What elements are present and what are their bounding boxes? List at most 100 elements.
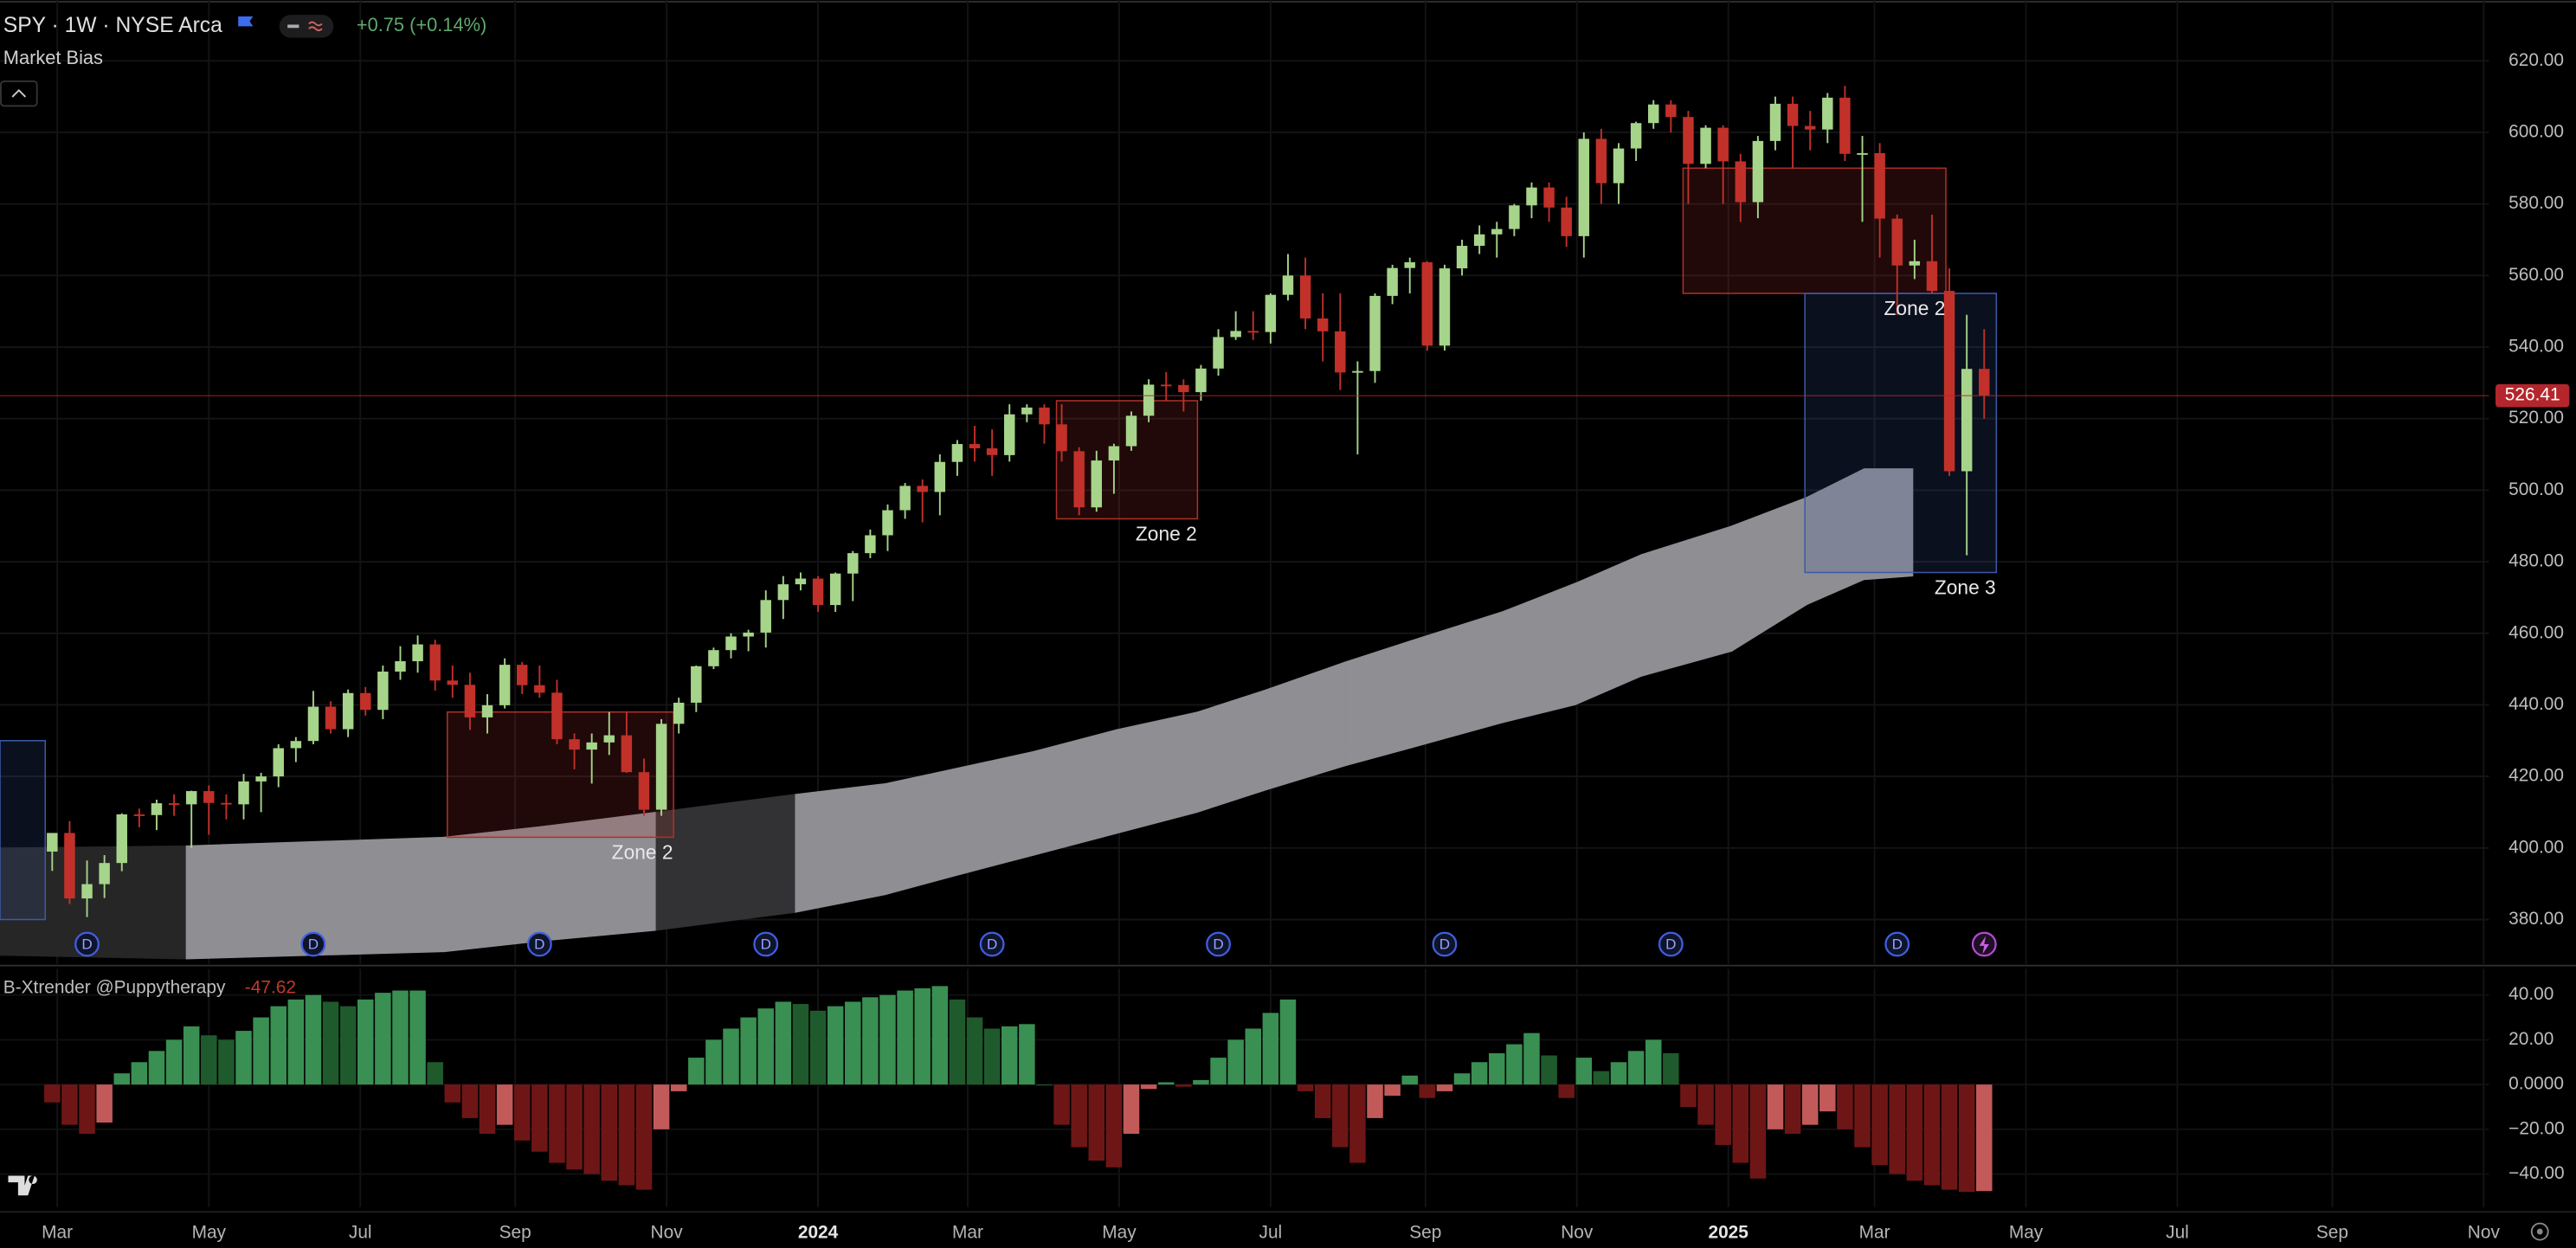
candle-body [325, 706, 337, 730]
histogram-bar [1837, 1084, 1853, 1129]
histogram-bar [1367, 1084, 1383, 1118]
candle-body [81, 884, 93, 899]
candle-body [64, 833, 75, 899]
candle-body [1665, 104, 1677, 118]
candle-body [1073, 451, 1085, 508]
histogram-bar [1262, 1013, 1279, 1085]
histogram-bar [1749, 1084, 1767, 1179]
x-tick-label: May [192, 1222, 227, 1242]
dividend-marker[interactable] [526, 931, 552, 957]
candle-body [1247, 331, 1259, 333]
candle-body [1839, 97, 1851, 154]
histogram-bar [1627, 1051, 1645, 1085]
histogram-bar [670, 1084, 687, 1091]
histogram-bar [549, 1084, 565, 1163]
candle-body [47, 833, 58, 852]
candle-body [1404, 262, 1415, 268]
histogram-bar [218, 1039, 235, 1085]
zone-label: Zone 2 [1136, 522, 1197, 544]
candle-body [1473, 234, 1485, 247]
candle-body [1526, 187, 1537, 206]
symbol-title[interactable]: SPY · 1W · NYSE Arca [3, 14, 222, 37]
indicator-title[interactable]: Market Bias [3, 47, 103, 68]
logo[interactable] [8, 1175, 37, 1196]
histogram-bar [1923, 1084, 1941, 1186]
candle-body [812, 578, 824, 606]
dividend-marker[interactable] [753, 931, 779, 957]
histogram-bar [1123, 1084, 1140, 1135]
candle-body [865, 535, 876, 554]
histogram-bar [1314, 1084, 1331, 1118]
histogram-bar [375, 993, 391, 1085]
histogram-bar [1732, 1084, 1749, 1163]
candle-body [638, 772, 650, 810]
flag-icon[interactable] [238, 16, 254, 27]
y-tick-label: 400.00 [2508, 837, 2564, 857]
histogram-bar [1105, 1084, 1123, 1168]
histogram-bar [409, 990, 426, 1085]
bias-band [795, 782, 886, 913]
dividend-marker[interactable] [1658, 931, 1684, 957]
settings-icon[interactable] [2530, 1222, 2549, 1241]
pill-wave [308, 21, 323, 32]
dividend-marker[interactable] [74, 931, 100, 957]
bias-band [655, 794, 796, 931]
histogram-bar [1453, 1073, 1471, 1085]
candle-body [1735, 161, 1747, 203]
candle-body [1125, 415, 1137, 447]
histogram-title[interactable]: B-Xtrender @Puppytherapy [3, 978, 226, 998]
histogram-bar [897, 990, 913, 1085]
candle-body [1961, 369, 1973, 472]
histogram-bar [1140, 1084, 1157, 1090]
candle-body [255, 776, 267, 782]
candle-body [412, 644, 423, 662]
histogram-bar [113, 1073, 131, 1085]
pill[interactable] [279, 15, 334, 38]
histogram-bar [1523, 1032, 1540, 1085]
histogram-bar [914, 987, 931, 1085]
histogram-bar [1889, 1084, 1905, 1174]
candle-body [1143, 384, 1155, 416]
dividend-marker[interactable] [300, 931, 326, 957]
histogram-bar [1489, 1052, 1505, 1085]
candle-body [151, 803, 163, 815]
candle-body [1804, 125, 1816, 130]
y-tick-label: 460.00 [2508, 622, 2564, 642]
histogram-bar [61, 1084, 78, 1125]
dividend-marker[interactable] [979, 931, 1005, 957]
y-tick-label: −40.00 [2508, 1163, 2564, 1183]
bias-band [443, 826, 542, 953]
candle-body [203, 791, 215, 803]
candle-body [1195, 368, 1207, 393]
dividend-marker[interactable] [1884, 931, 1910, 957]
x-tick-label: Mar [42, 1222, 73, 1242]
candle-body [1578, 138, 1590, 236]
candle-body [725, 636, 737, 651]
histogram-bar [1680, 1084, 1697, 1107]
dividend-label: D [1213, 936, 1223, 952]
x-tick-label: Nov [2468, 1222, 2501, 1242]
dividend-marker[interactable] [1432, 931, 1458, 957]
histogram-bar [566, 1084, 583, 1170]
histogram-bar [688, 1058, 705, 1085]
histogram-bar [253, 1017, 269, 1085]
candle-body [708, 650, 719, 666]
y-tick-label: 40.00 [2508, 984, 2553, 1004]
histogram-bar [1279, 999, 1297, 1085]
candle-body [1352, 370, 1363, 373]
histogram-bar [1088, 1084, 1105, 1161]
histogram-bar [1193, 1079, 1209, 1085]
dividend-label: D [308, 936, 319, 952]
histogram-bar [1558, 1084, 1575, 1098]
candle-body [969, 444, 981, 449]
collapse-button[interactable] [0, 80, 38, 107]
x-tick-label: Jul [1259, 1222, 1283, 1242]
histogram-bar [983, 1028, 1001, 1085]
dividend-marker[interactable] [1206, 931, 1231, 957]
histogram-bar [1663, 1052, 1679, 1085]
histogram-bar [496, 1084, 513, 1125]
zone-label: Zone 2 [1884, 297, 1946, 319]
candle-body [516, 665, 528, 685]
x-tick-label: Mar [1859, 1222, 1890, 1242]
histogram-bar [1697, 1084, 1714, 1125]
